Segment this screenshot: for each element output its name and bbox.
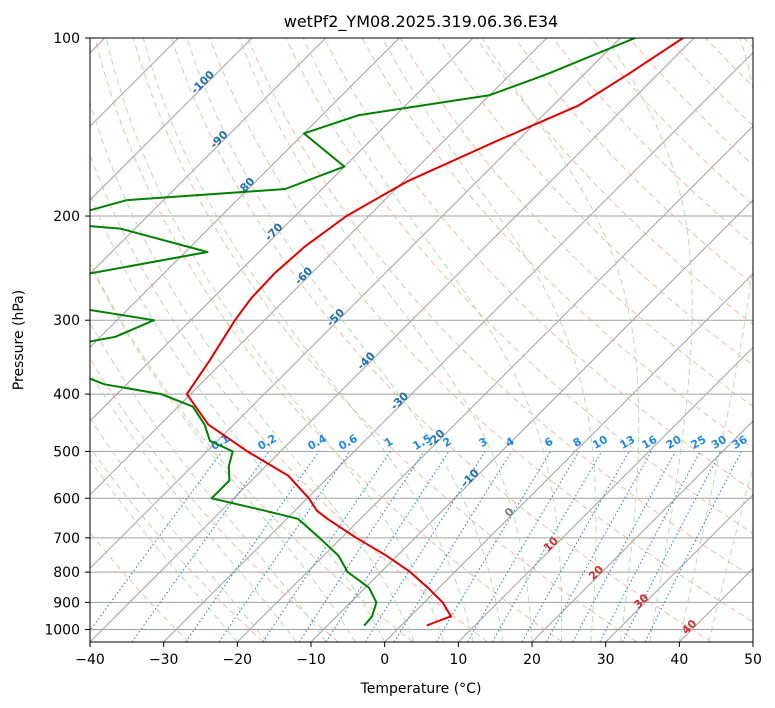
isotherm-line xyxy=(236,125,753,642)
isotherm-grid xyxy=(90,38,753,642)
dry-adiabat xyxy=(90,357,339,642)
plot-area: -100-90-80-70-60-50-40-30-20-10010203040… xyxy=(90,38,753,642)
isotherm-line xyxy=(384,272,753,642)
mixing-ratio-line xyxy=(621,451,722,642)
moist-adiabat xyxy=(238,38,533,642)
moist-adiabat xyxy=(382,38,597,642)
dry-adiabat xyxy=(285,38,753,535)
x-axis-title: Temperature (°C) xyxy=(360,681,482,697)
y-tick-label: 900 xyxy=(53,595,80,611)
x-tick-label: −40 xyxy=(75,652,105,668)
dry-adiabat xyxy=(476,38,753,326)
y-tick-label: 600 xyxy=(53,491,80,507)
isotherm-line xyxy=(163,51,753,642)
mixing-ratio-line xyxy=(298,451,425,642)
moist-adiabat xyxy=(302,38,563,642)
mixing-ratio-line xyxy=(218,451,351,642)
moist-adiabat xyxy=(186,38,503,642)
x-tick-label: −10 xyxy=(296,652,326,668)
moist-adiabat xyxy=(708,465,753,642)
y-tick-label: 1000 xyxy=(44,622,80,638)
dry-adiabats xyxy=(90,38,753,642)
x-tick-label: 10 xyxy=(449,652,467,668)
isotherm-line xyxy=(531,420,753,642)
moist-adiabat xyxy=(678,38,753,642)
isobar-grid xyxy=(90,38,753,630)
moist-adiabat xyxy=(90,100,415,642)
isotherm-line xyxy=(90,38,621,570)
moist-adiabat xyxy=(90,459,238,642)
isotherm-line xyxy=(90,38,548,496)
mixing-ratio-line xyxy=(262,451,391,642)
moist-adiabat xyxy=(90,321,327,642)
dry-adiabat xyxy=(90,261,414,642)
moist-adiabat xyxy=(142,38,474,642)
y-tick-label: 300 xyxy=(53,313,80,329)
moist-adiabats xyxy=(90,38,753,642)
y-tick-label: 200 xyxy=(53,209,80,225)
dry-adiabat xyxy=(514,38,753,285)
y-tick-label: 500 xyxy=(53,444,80,460)
moist-adiabat xyxy=(481,38,640,642)
isotherm-line xyxy=(605,493,753,642)
y-tick-label: 800 xyxy=(53,565,80,581)
dry-adiabat xyxy=(94,38,563,642)
chart-title: wetPf2_YM08.2025.319.06.36.E34 xyxy=(284,12,558,32)
dry-adiabat xyxy=(323,38,753,492)
y-axis: 100 200 300 400 500 600 700 800 900 1000 xyxy=(44,31,90,638)
isotherm-line xyxy=(90,38,253,201)
moist-adiabat xyxy=(90,417,268,642)
y-tick-label: 400 xyxy=(53,387,80,403)
x-tick-label: −30 xyxy=(149,652,179,668)
dry-adiabat xyxy=(209,38,753,623)
mixing-ratio-line xyxy=(393,451,513,642)
mixing-ratio-line xyxy=(90,451,223,632)
mixing-ratio-line xyxy=(572,451,676,642)
dewpoint-profile xyxy=(90,38,636,627)
mixing-ratio-lines xyxy=(90,451,742,642)
moist-adiabat xyxy=(105,38,445,642)
moist-adiabat xyxy=(90,192,386,642)
mixing-ratio-line xyxy=(521,451,630,642)
y-tick-label: 100 xyxy=(53,31,80,47)
plot-frame xyxy=(89,37,754,643)
x-tick-label: −20 xyxy=(223,652,253,668)
y-tick-label: 700 xyxy=(53,531,80,547)
moist-adiabat xyxy=(90,262,356,642)
dry-adiabat xyxy=(247,38,753,578)
mixing-ratio-line xyxy=(644,451,742,642)
temperature-profile xyxy=(185,38,684,627)
isotherm-line xyxy=(457,346,753,642)
y-axis-title: Pressure (hPa) xyxy=(11,290,27,390)
isotherm-line xyxy=(90,38,327,275)
mixing-ratio-line xyxy=(545,451,652,642)
dry-adiabat xyxy=(90,446,264,642)
isotherm-line xyxy=(90,38,474,422)
x-tick-label: 30 xyxy=(597,652,615,668)
profile-series xyxy=(90,38,684,627)
x-tick-label: 50 xyxy=(744,652,762,668)
x-tick-label: 40 xyxy=(670,652,688,668)
moist-adiabat xyxy=(90,371,297,642)
isotherm-line xyxy=(90,38,695,642)
dry-adiabat xyxy=(132,38,638,642)
x-tick-label: 20 xyxy=(523,652,541,668)
mixing-ratio-line xyxy=(325,451,450,642)
mixing-ratio-line xyxy=(185,451,320,642)
moist-adiabat xyxy=(606,38,693,642)
x-axis: −40 −30 −20 −10 0 10 20 30 40 50 xyxy=(75,642,762,668)
x-tick-label: 0 xyxy=(380,652,389,668)
mixing-ratio-line xyxy=(131,451,270,642)
dry-adiabat xyxy=(170,38,712,642)
